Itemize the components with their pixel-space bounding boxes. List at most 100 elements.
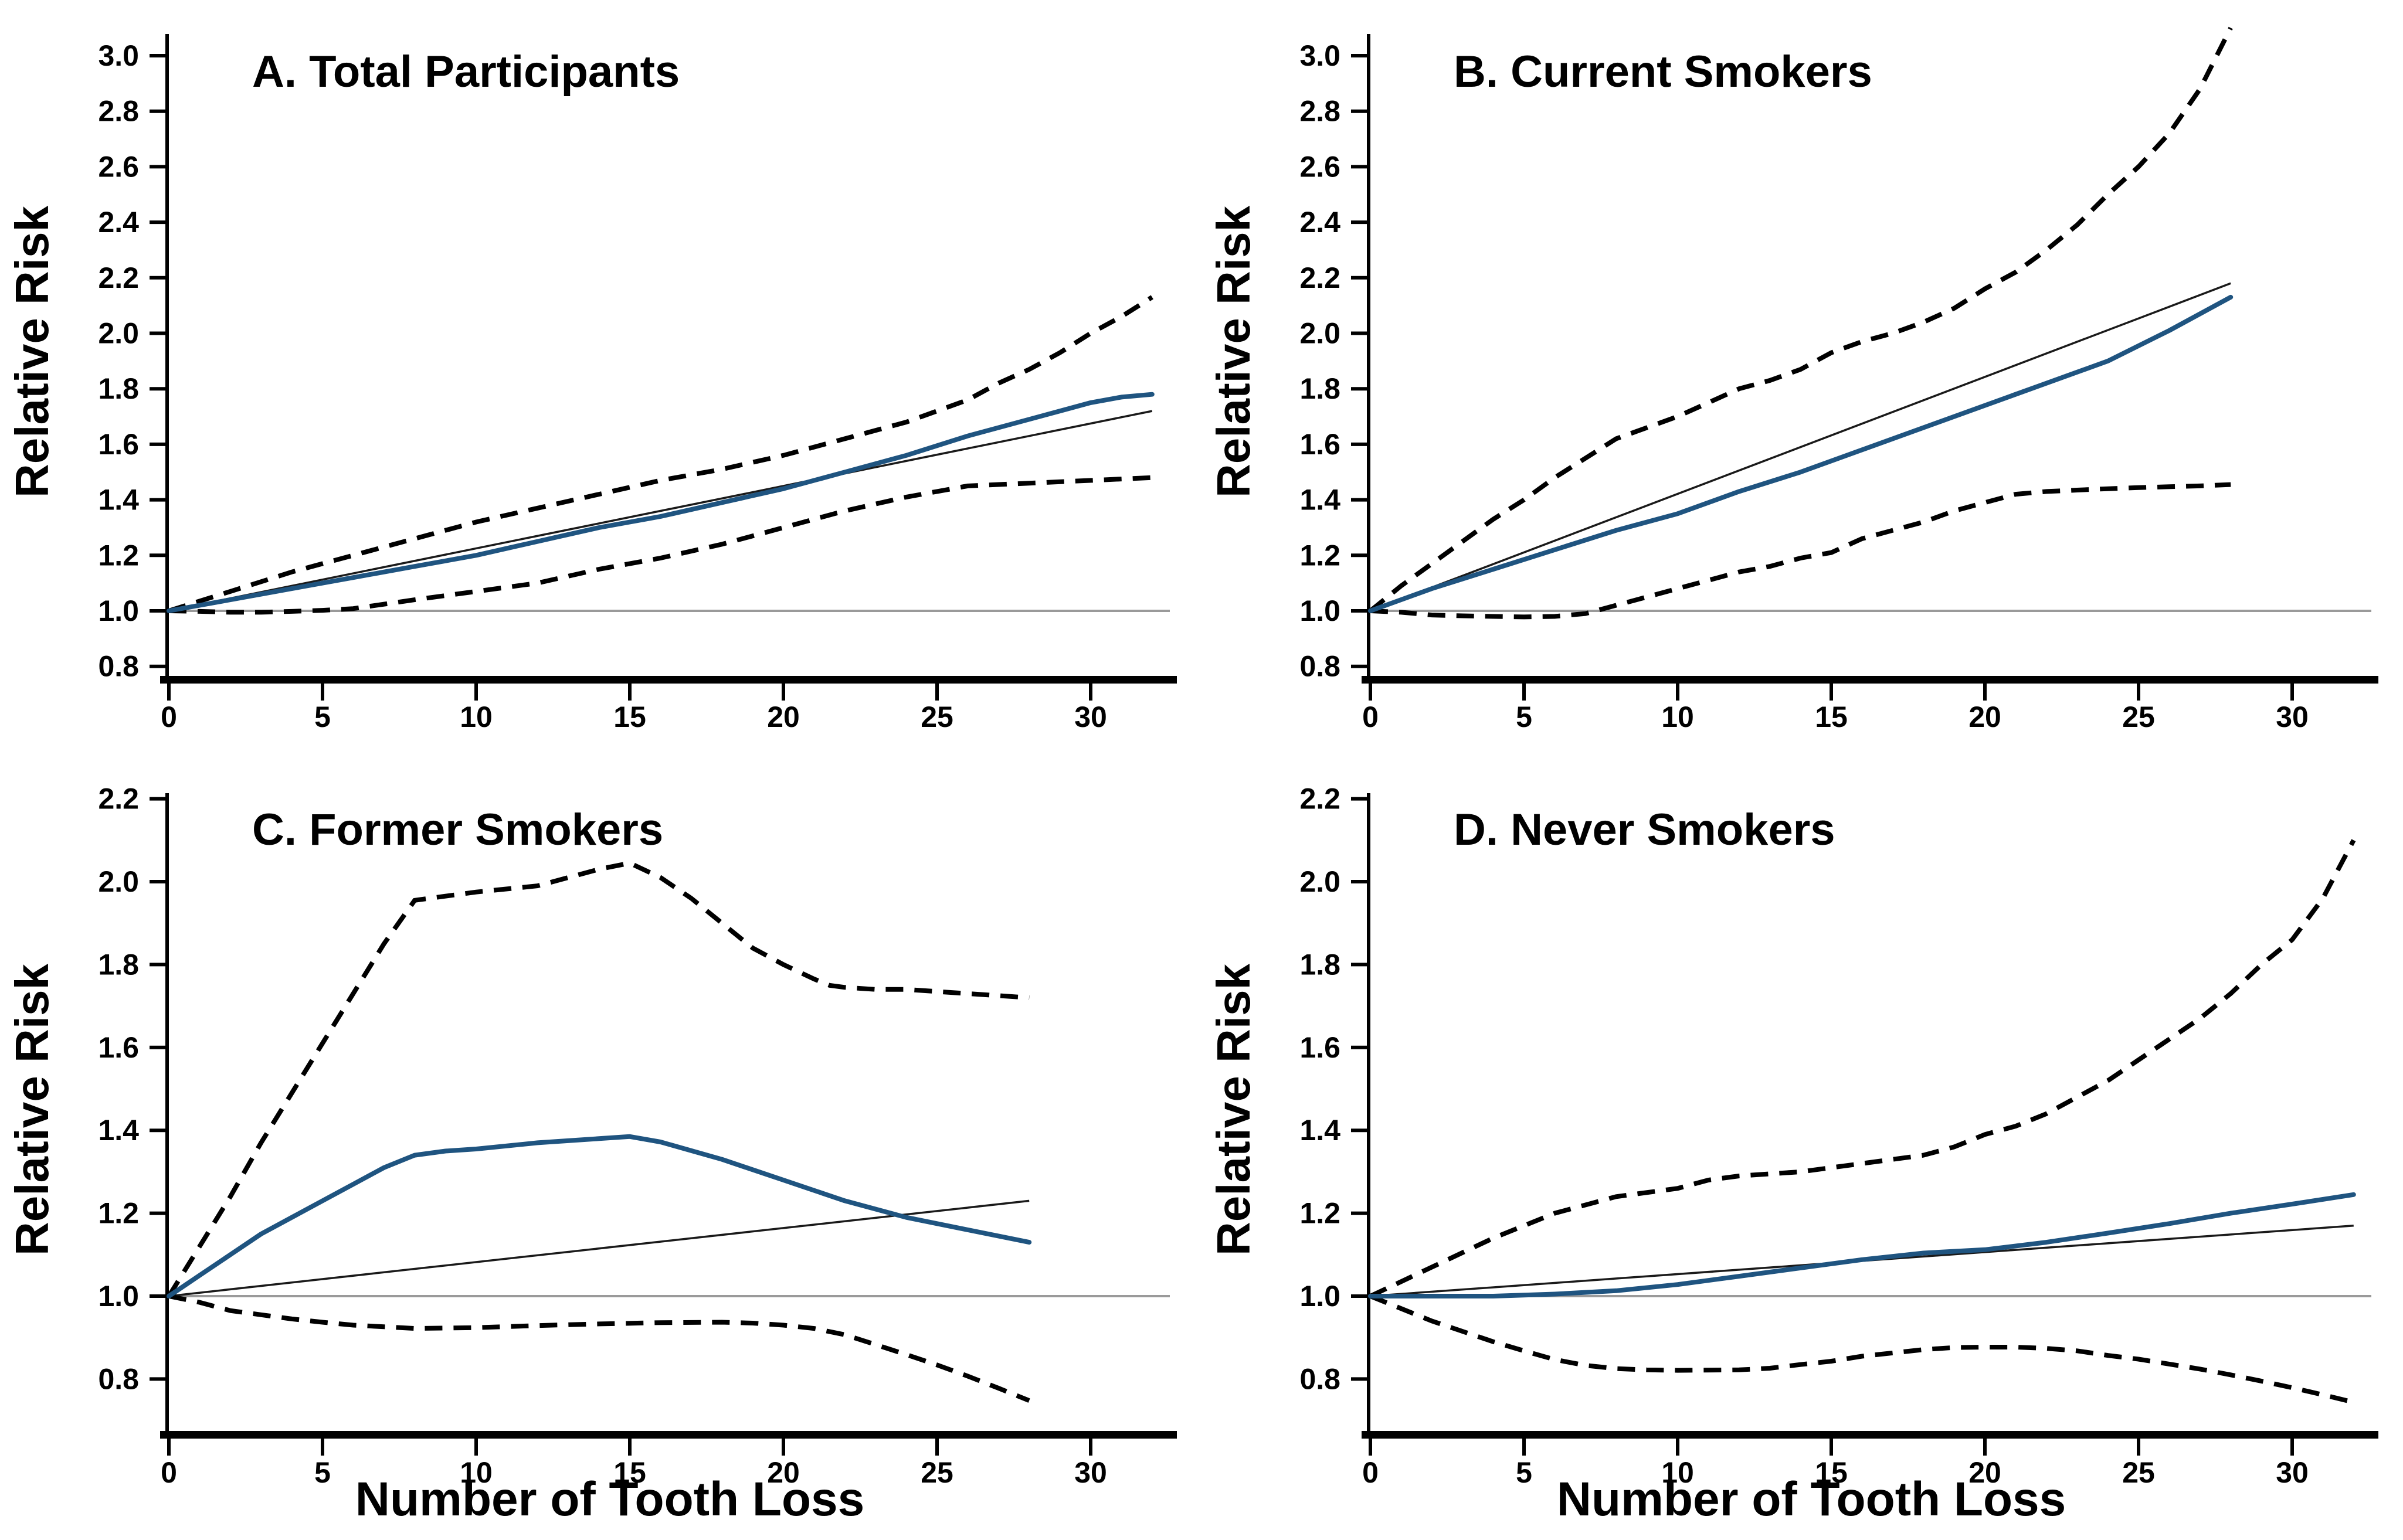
y-tick-label: 1.8 xyxy=(98,372,139,405)
x-tick-label: 10 xyxy=(460,1456,493,1489)
y-tick-label: 2.4 xyxy=(98,206,139,239)
y-tick-label: 1.6 xyxy=(98,428,139,461)
x-tick-label: 25 xyxy=(2122,701,2155,733)
chart-panel-C: 0.8 1.0 1.2 1.4 1.6 1.8 2.0 2.2 0 5 10 15 20 25 30 C. F… xyxy=(6,783,1177,1526)
x-tick-label: 10 xyxy=(460,701,493,733)
series-lower_95ci_dashed xyxy=(168,1294,1030,1403)
y-tick-label: 2.0 xyxy=(1299,865,1340,898)
series-spline_estimate_blue xyxy=(1368,294,2234,613)
y-tick-label: 0.8 xyxy=(98,650,139,683)
panel-title: D. Never Smokers xyxy=(1454,805,1835,855)
y-tick-label: 1.6 xyxy=(98,1031,139,1064)
x-tick-label: 25 xyxy=(2122,1456,2155,1489)
x-tick-label: 20 xyxy=(767,1456,800,1489)
y-tick-label: 0.8 xyxy=(1299,1362,1340,1395)
y-axis-label: Relative Risk xyxy=(6,205,58,498)
x-tick-label: 5 xyxy=(1516,701,1532,733)
x-tick-label: 20 xyxy=(1968,1456,2001,1489)
x-tick-label: 15 xyxy=(1815,701,1848,733)
y-tick-label: 2.4 xyxy=(1299,206,1340,239)
y-tick-label: 2.0 xyxy=(98,317,139,350)
x-tick-label: 15 xyxy=(613,701,646,733)
x-tick-label: 0 xyxy=(161,701,177,733)
y-tick-label: 3.0 xyxy=(98,39,139,72)
y-tick-label: 3.0 xyxy=(1299,39,1340,72)
y-tick-label: 1.0 xyxy=(1299,594,1340,627)
panel-title: C. Former Smokers xyxy=(252,805,663,855)
y-tick-label: 2.6 xyxy=(98,150,139,183)
x-tick-label: 0 xyxy=(161,1456,177,1489)
y-tick-label: 1.2 xyxy=(1299,539,1340,572)
x-tick-label: 25 xyxy=(921,1456,953,1489)
y-tick-label: 2.2 xyxy=(1299,261,1340,294)
panel-former-smokers: 0.8 1.0 1.2 1.4 1.6 1.8 2.0 2.2 0 5 10 15 20 25 30 C. F… xyxy=(0,770,1202,1539)
x-tick-label: 5 xyxy=(314,1456,331,1489)
x-axis-line xyxy=(1362,676,2378,684)
series-linear_estimate_thin xyxy=(168,1199,1030,1297)
y-axis-label: Relative Risk xyxy=(1207,205,1260,498)
chart-panel-A: 0.8 1.0 1.2 1.4 1.6 1.8 2.0 2.2 2.4 2.6 2.8 3.0 0 5 10… xyxy=(6,34,1177,733)
chart-panel-B: 0.8 1.0 1.2 1.4 1.6 1.8 2.0 2.2 2.4 2.6 2.8 3.0 0 5 10… xyxy=(1207,26,2378,733)
x-tick-label: 10 xyxy=(1661,1456,1694,1489)
y-tick-label: 1.6 xyxy=(1299,1031,1340,1064)
x-tick-label: 5 xyxy=(1516,1456,1532,1489)
y-tick-label: 1.0 xyxy=(98,594,139,627)
y-tick-label: 1.6 xyxy=(1299,428,1340,461)
y-axis-label: Relative Risk xyxy=(6,963,58,1256)
y-tick-label: 1.0 xyxy=(1299,1280,1340,1313)
series-lower_95ci_dashed xyxy=(1369,1294,2354,1405)
x-axis-line xyxy=(160,676,1177,684)
x-tick-label: 30 xyxy=(1074,701,1107,733)
x-tick-label: 25 xyxy=(921,701,953,733)
y-tick-label: 1.4 xyxy=(1299,484,1340,516)
x-tick-label: 15 xyxy=(1815,1456,1848,1489)
y-tick-label: 1.8 xyxy=(1299,372,1340,405)
y-tick-label: 2.0 xyxy=(1299,317,1340,350)
panel-title: B. Current Smokers xyxy=(1454,47,1872,97)
series-upper_95ci_dashed xyxy=(1369,839,2356,1298)
y-tick-label: 0.8 xyxy=(98,1362,139,1395)
series-upper_95ci_dashed xyxy=(167,861,1030,1298)
chart-panel-D: 0.8 1.0 1.2 1.4 1.6 1.8 2.0 2.2 0 5 10 15 20 25 30 D. N… xyxy=(1207,783,2378,1526)
x-tick-label: 15 xyxy=(613,1456,646,1489)
y-tick-label: 2.8 xyxy=(1299,95,1340,128)
series-upper_95ci_dashed xyxy=(168,295,1153,613)
y-tick-label: 1.8 xyxy=(1299,948,1340,981)
series-upper_95ci_dashed xyxy=(1369,26,2233,613)
x-axis-label: Number of Tooth Loss xyxy=(355,1473,865,1526)
y-axis-label: Relative Risk xyxy=(1207,963,1260,1256)
x-axis-line xyxy=(160,1431,1177,1439)
y-tick-label: 2.2 xyxy=(1299,783,1340,815)
x-tick-label: 5 xyxy=(314,701,331,733)
y-tick-label: 0.8 xyxy=(1299,650,1340,683)
x-tick-label: 30 xyxy=(2276,701,2309,733)
x-tick-label: 0 xyxy=(1362,701,1379,733)
panel-total-participants: 0.8 1.0 1.2 1.4 1.6 1.8 2.0 2.2 2.4 2.6 2.8 3.0 0 5 10… xyxy=(0,0,1202,770)
panel-never-smokers: 0.8 1.0 1.2 1.4 1.6 1.8 2.0 2.2 0 5 10 15 20 25 30 D. N… xyxy=(1202,770,2403,1539)
x-axis-line xyxy=(1362,1431,2378,1439)
y-tick-label: 1.2 xyxy=(98,1197,139,1230)
x-tick-label: 30 xyxy=(2276,1456,2309,1489)
series-lower_95ci_dashed xyxy=(168,475,1152,615)
y-tick-label: 1.0 xyxy=(98,1280,139,1313)
series-linear_estimate_thin xyxy=(1370,282,2231,612)
series-lower_95ci_dashed xyxy=(1370,482,2231,620)
series-spline_estimate_blue xyxy=(167,392,1155,613)
y-tick-label: 2.2 xyxy=(98,783,139,815)
panel-current-smokers: 0.8 1.0 1.2 1.4 1.6 1.8 2.0 2.2 2.4 2.6 2.8 3.0 0 5 10… xyxy=(1202,0,2403,770)
y-tick-label: 1.4 xyxy=(1299,1114,1340,1147)
y-tick-label: 1.8 xyxy=(98,948,139,981)
panel-title: A. Total Participants xyxy=(252,47,680,97)
series-spline_estimate_blue xyxy=(167,1134,1032,1298)
x-tick-label: 0 xyxy=(1362,1456,1379,1489)
y-tick-label: 1.4 xyxy=(98,484,139,516)
series-spline_estimate_blue xyxy=(1368,1192,2356,1298)
y-tick-label: 1.2 xyxy=(98,539,139,572)
y-tick-label: 2.6 xyxy=(1299,150,1340,183)
x-tick-label: 20 xyxy=(767,701,800,733)
y-tick-label: 2.2 xyxy=(98,261,139,294)
x-tick-label: 10 xyxy=(1661,701,1694,733)
series-linear_estimate_thin xyxy=(168,410,1153,612)
y-tick-label: 1.2 xyxy=(1299,1197,1340,1230)
